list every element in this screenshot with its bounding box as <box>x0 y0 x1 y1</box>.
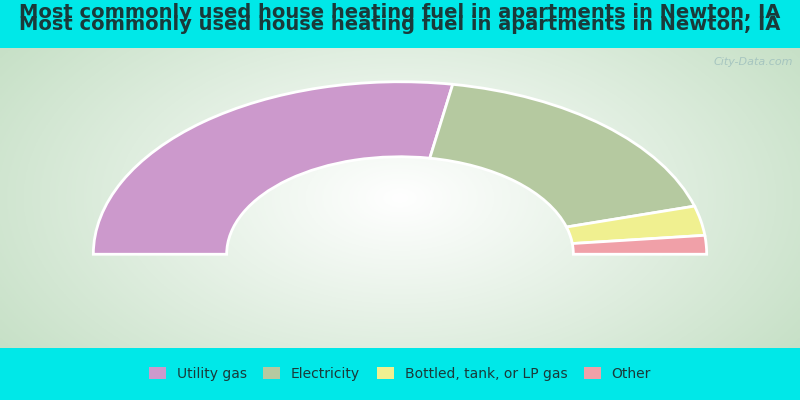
Wedge shape <box>572 235 706 254</box>
Wedge shape <box>566 206 705 244</box>
Wedge shape <box>430 84 694 227</box>
Text: Most commonly used house heating fuel in apartments in Newton, IA: Most commonly used house heating fuel in… <box>19 14 781 34</box>
Text: Most commonly used house heating fuel in apartments in Newton, IA: Most commonly used house heating fuel in… <box>19 2 781 22</box>
Legend: Utility gas, Electricity, Bottled, tank, or LP gas, Other: Utility gas, Electricity, Bottled, tank,… <box>145 363 655 385</box>
Text: City-Data.com: City-Data.com <box>714 57 794 67</box>
Wedge shape <box>94 82 453 254</box>
